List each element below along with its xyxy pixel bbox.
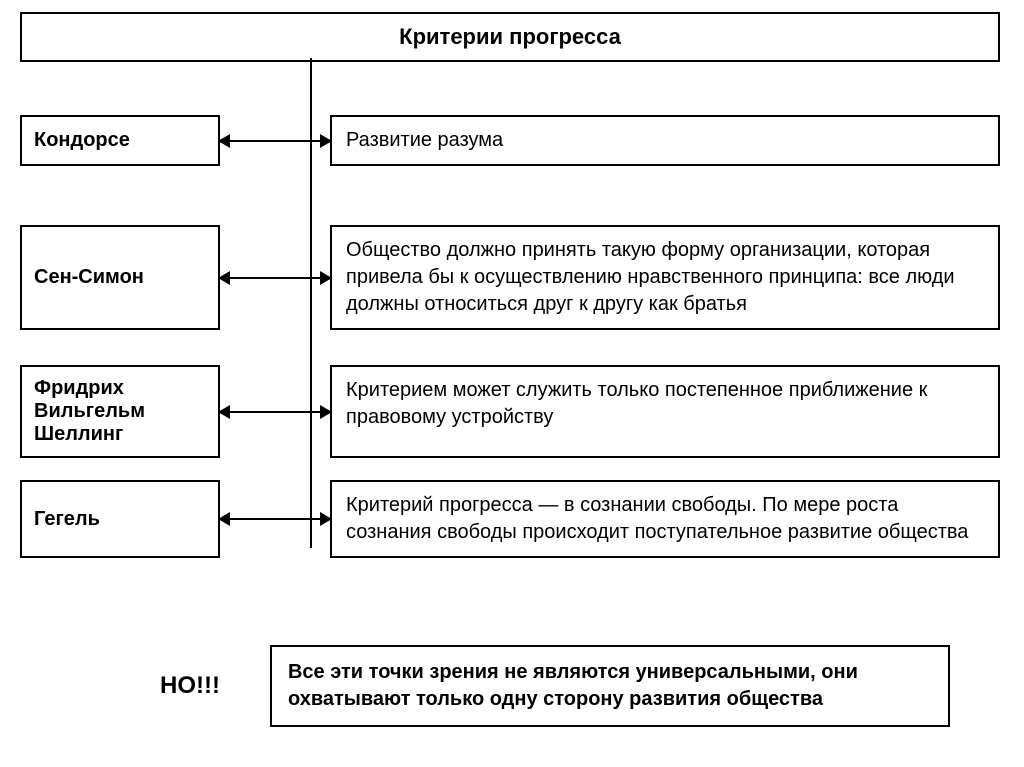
- double-arrow: [220, 480, 330, 558]
- row-kondorse: Кондорсе Развитие разума: [20, 115, 1000, 166]
- author-box: Фридрих Вильгельм Шеллинг: [20, 365, 220, 458]
- row-schelling: Фридрих Вильгельм Шеллинг Критерием може…: [20, 365, 1000, 458]
- footer: НО!!! Все эти точки зрения не являются у…: [20, 645, 950, 727]
- double-arrow: [220, 365, 330, 458]
- double-arrow: [220, 225, 330, 330]
- but-label: НО!!!: [160, 672, 220, 700]
- row-sen-simon: Сен-Симон Общество должно принять такую …: [20, 225, 1000, 330]
- desc-box: Критерием может служить только постепенн…: [330, 365, 1000, 458]
- author-box: Гегель: [20, 480, 220, 558]
- diagram-title: Критерии прогресса: [20, 12, 1000, 62]
- desc-box: Развитие разума: [330, 115, 1000, 166]
- desc-box: Общество должно принять такую форму орга…: [330, 225, 1000, 330]
- author-box: Кондорсе: [20, 115, 220, 166]
- desc-box: Критерий прогресса — в сознании свободы.…: [330, 480, 1000, 558]
- double-arrow: [220, 115, 330, 166]
- author-box: Сен-Симон: [20, 225, 220, 330]
- footer-box: Все эти точки зрения не являются универс…: [270, 645, 950, 727]
- row-hegel: Гегель Критерий прогресса — в сознании с…: [20, 480, 1000, 558]
